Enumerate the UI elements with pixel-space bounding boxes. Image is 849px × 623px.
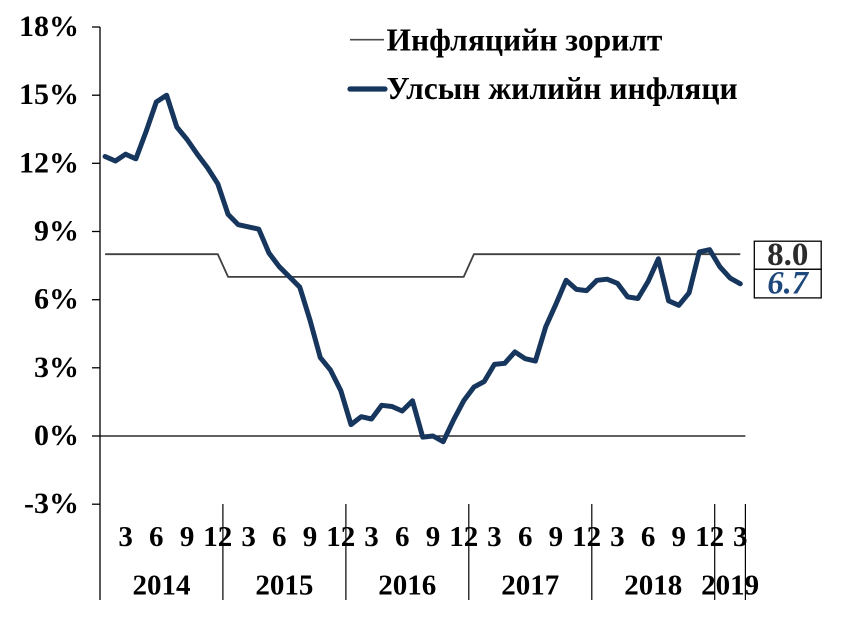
svg-text:9: 9 <box>549 521 564 553</box>
svg-text:3%: 3% <box>34 351 79 384</box>
svg-text:2016: 2016 <box>378 569 436 601</box>
svg-text:3: 3 <box>118 521 133 553</box>
svg-text:2015: 2015 <box>255 569 313 601</box>
svg-text:2018: 2018 <box>624 569 682 601</box>
svg-text:2019: 2019 <box>701 569 759 601</box>
svg-text:Улсын жилийн инфляци: Улсын жилийн инфляци <box>387 71 738 106</box>
svg-text:3: 3 <box>487 521 502 553</box>
svg-text:6: 6 <box>518 521 533 553</box>
svg-text:8.0: 8.0 <box>767 237 808 273</box>
svg-text:6: 6 <box>641 521 656 553</box>
svg-text:15%: 15% <box>19 78 79 111</box>
svg-text:9: 9 <box>180 521 195 553</box>
svg-text:-3%: -3% <box>24 487 79 520</box>
svg-text:3: 3 <box>364 521 379 553</box>
svg-text:6%: 6% <box>34 283 79 316</box>
svg-text:0%: 0% <box>34 419 79 452</box>
svg-text:2014: 2014 <box>133 569 191 601</box>
svg-text:6.7: 6.7 <box>767 266 809 302</box>
svg-text:6: 6 <box>395 521 410 553</box>
svg-text:12: 12 <box>203 521 232 553</box>
svg-text:9%: 9% <box>34 215 79 248</box>
svg-text:18%: 18% <box>19 10 79 43</box>
svg-text:Инфляцийн зорилт: Инфляцийн зорилт <box>387 23 663 58</box>
svg-text:9: 9 <box>303 521 318 553</box>
svg-text:12%: 12% <box>19 146 79 179</box>
svg-text:9: 9 <box>426 521 441 553</box>
svg-text:9: 9 <box>672 521 687 553</box>
svg-text:12: 12 <box>326 521 355 553</box>
svg-text:6: 6 <box>272 521 287 553</box>
svg-text:12: 12 <box>449 521 478 553</box>
svg-text:6: 6 <box>149 521 164 553</box>
svg-text:3: 3 <box>241 521 256 553</box>
svg-text:3: 3 <box>733 521 748 553</box>
svg-text:12: 12 <box>572 521 601 553</box>
svg-text:12: 12 <box>695 521 724 553</box>
svg-text:3: 3 <box>610 521 625 553</box>
svg-text:2017: 2017 <box>501 569 559 601</box>
